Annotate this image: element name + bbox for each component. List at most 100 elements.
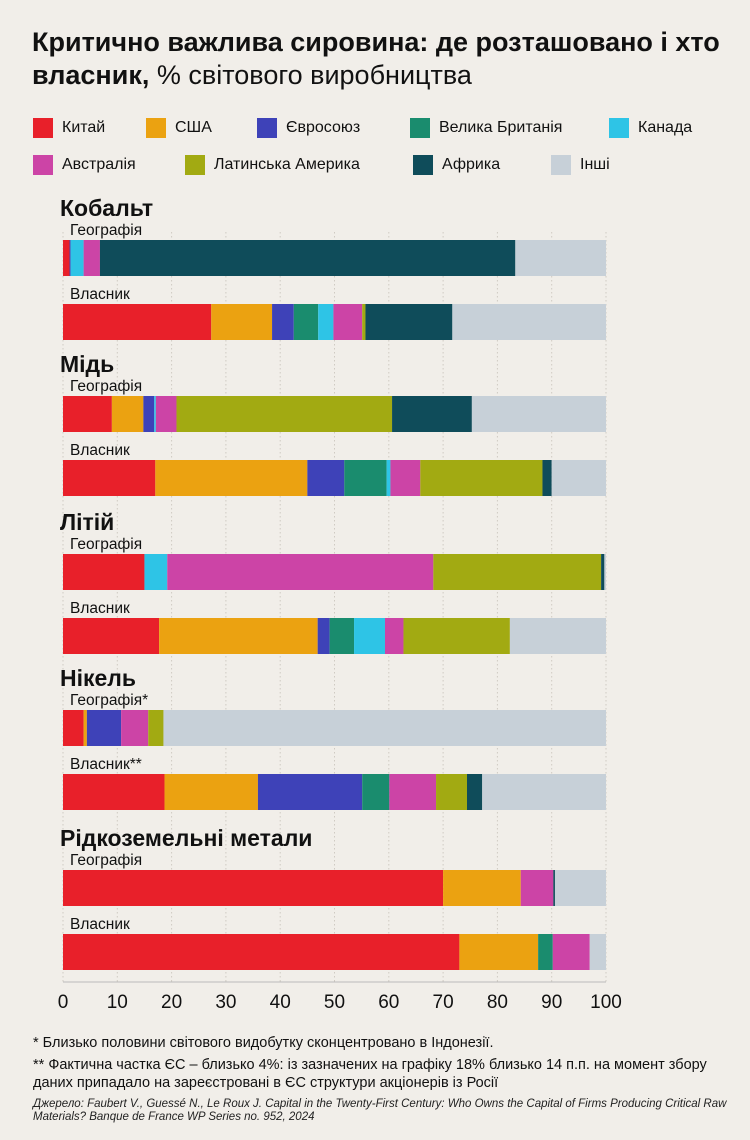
group-title: Літій xyxy=(60,509,114,535)
bar-segment xyxy=(307,460,345,496)
legend-item: Євросоюз xyxy=(257,116,360,140)
x-tick-label: 90 xyxy=(541,992,562,1013)
bar-segment xyxy=(538,934,553,970)
bar-segment xyxy=(63,460,156,496)
footnote-1: * Близько половини світового видобутку с… xyxy=(33,1035,494,1051)
bar-segment xyxy=(293,304,319,340)
bar-label: Власник xyxy=(70,916,130,933)
bar-segment xyxy=(403,618,510,654)
bar-segment xyxy=(318,304,334,340)
bar-label: Географія xyxy=(70,378,142,395)
bar-segment xyxy=(63,934,460,970)
x-tick-label: 30 xyxy=(215,992,236,1013)
footnotes: * Близько половини світового видобутку с… xyxy=(33,1034,733,1096)
bar-segment xyxy=(159,618,318,654)
bar-segment xyxy=(63,870,444,906)
x-tick-label: 70 xyxy=(433,992,454,1013)
legend-item: Африка xyxy=(413,153,500,177)
bar-segment xyxy=(389,774,437,810)
bar-label: Власник xyxy=(70,286,130,303)
bar-segment xyxy=(99,240,516,276)
bar-segment xyxy=(164,774,258,810)
bar-segment xyxy=(542,460,552,496)
bar-segment xyxy=(604,554,606,590)
group-title: Рідкоземельні метали xyxy=(60,825,312,851)
bar-label: Географія xyxy=(70,222,142,239)
bar-segment xyxy=(344,460,387,496)
bar-segment xyxy=(471,396,606,432)
bar-segment xyxy=(63,396,112,432)
bar-segment xyxy=(83,710,87,746)
bar-segment xyxy=(552,934,590,970)
x-tick-label: 80 xyxy=(487,992,508,1013)
x-tick-label: 40 xyxy=(270,992,291,1013)
bar-segment xyxy=(111,396,144,432)
bar-segment xyxy=(70,240,84,276)
bar-segment xyxy=(69,240,71,276)
bar-segment xyxy=(63,618,160,654)
bar-label: Географія xyxy=(70,852,142,869)
bar-segment xyxy=(272,304,294,340)
legend-swatch xyxy=(146,118,166,138)
bar-segment xyxy=(354,618,385,654)
legend-swatch xyxy=(551,155,571,175)
bar-segment xyxy=(589,934,606,970)
bar-segment xyxy=(211,304,273,340)
bar-segment xyxy=(63,240,70,276)
legend-swatch xyxy=(33,155,53,175)
bar-segment xyxy=(452,304,606,340)
legend-label: Африка xyxy=(442,156,501,173)
bar-segment xyxy=(333,304,363,340)
stacked-bar-chart: КобальтГеографіяВласникМідьГеографіяВлас… xyxy=(58,195,622,1013)
chart-title-unit: % світового виробництва xyxy=(149,60,472,90)
bar-segment xyxy=(144,554,168,590)
bar-segment xyxy=(148,710,164,746)
bar-segment xyxy=(482,774,606,810)
legend-swatch xyxy=(413,155,433,175)
legend-label: Євросоюз xyxy=(286,119,361,136)
bar-segment xyxy=(551,460,606,496)
bar-label: Власник** xyxy=(70,756,142,773)
group-title: Мідь xyxy=(60,351,114,377)
x-tick-label: 0 xyxy=(58,992,69,1013)
bar-segment xyxy=(167,554,434,590)
bar-segment xyxy=(515,240,606,276)
bar-segment xyxy=(386,460,391,496)
bar-segment xyxy=(390,460,421,496)
bar-segment xyxy=(362,774,390,810)
legend-label: Австралія xyxy=(62,156,136,173)
legend-label: Китай xyxy=(62,119,106,136)
chart-title-bold: Критично важлива сировина: де розташован… xyxy=(32,27,720,90)
bar-segment xyxy=(365,304,453,340)
legend-label: Інші xyxy=(580,156,610,173)
bar-segment xyxy=(163,710,606,746)
legend-swatch xyxy=(185,155,205,175)
legend-label: Латинська Америка xyxy=(214,156,360,173)
bar-segment xyxy=(554,870,606,906)
bar-segment xyxy=(329,618,355,654)
x-tick-label: 10 xyxy=(107,992,128,1013)
group-title: Нікель xyxy=(60,665,136,691)
group-title: Кобальт xyxy=(60,195,153,221)
footnote-2: ** Фактична частка ЄС – близько 4%: із з… xyxy=(33,1057,707,1091)
bar-segment xyxy=(83,240,100,276)
x-tick-label: 20 xyxy=(161,992,182,1013)
chart-title: Критично важлива сировина: де розташован… xyxy=(32,26,732,92)
bar-segment xyxy=(601,554,605,590)
bar-segment xyxy=(509,618,606,654)
bar-segment xyxy=(121,710,149,746)
bar-segment xyxy=(63,304,212,340)
legend-swatch xyxy=(609,118,629,138)
bar-segment xyxy=(86,710,122,746)
bar-segment xyxy=(443,870,521,906)
x-tick-label: 100 xyxy=(590,992,622,1013)
legend-label: США xyxy=(175,119,212,136)
source-note: Джерело: Faubert V., Guessé N., Le Roux … xyxy=(33,1098,727,1123)
bar-segment xyxy=(362,304,366,340)
bar-segment xyxy=(466,774,483,810)
legend-item: Латинська Америка xyxy=(185,153,360,177)
bar-segment xyxy=(392,396,472,432)
bar-segment xyxy=(317,618,330,654)
legend-swatch xyxy=(257,118,277,138)
x-tick-label: 60 xyxy=(378,992,399,1013)
